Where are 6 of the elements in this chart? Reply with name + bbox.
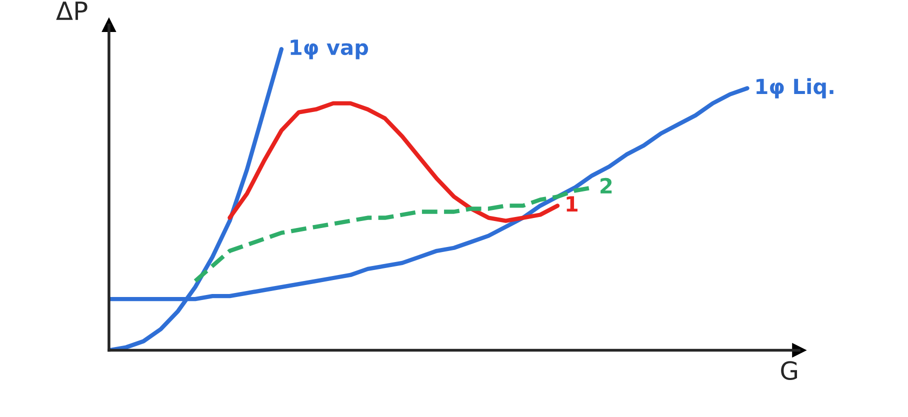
series-label: 1φ Liq. (756, 78, 834, 98)
series-label: 2 (600, 178, 612, 194)
x-axis-title: G (781, 361, 797, 380)
series-label: 1 (566, 196, 578, 212)
series-label: 1φ vap (290, 40, 368, 60)
y-axis-title: ΔP (56, 2, 88, 20)
